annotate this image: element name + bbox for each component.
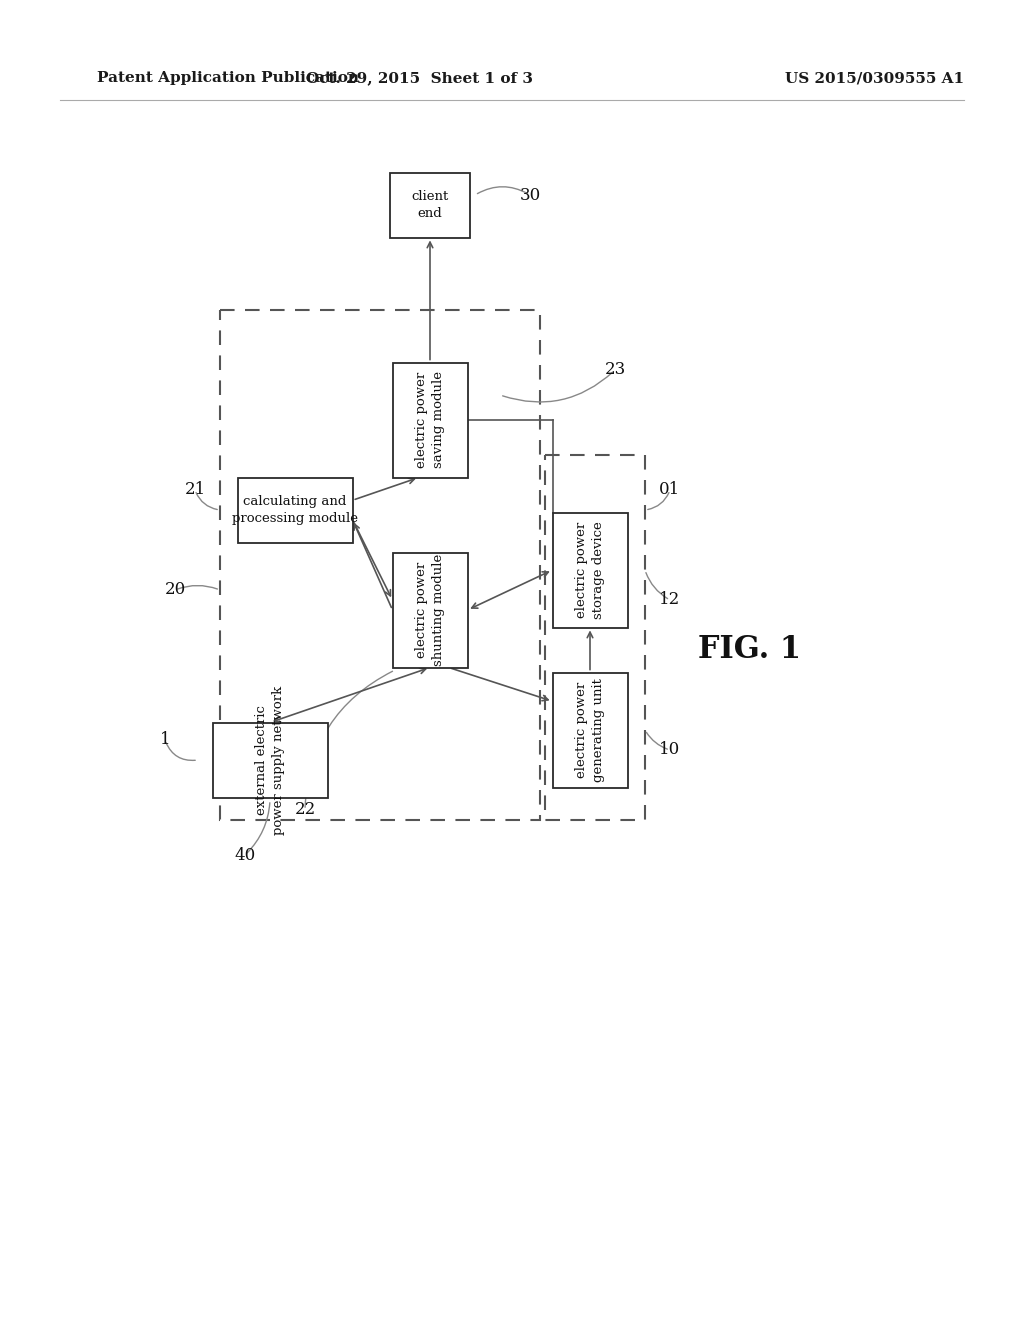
Bar [392, 553, 468, 668]
Text: US 2015/0309555 A1: US 2015/0309555 A1 [785, 71, 965, 84]
Text: 20: 20 [165, 582, 185, 598]
Text: Oct. 29, 2015  Sheet 1 of 3: Oct. 29, 2015 Sheet 1 of 3 [306, 71, 534, 84]
Bar [392, 363, 468, 478]
Text: client
end: client end [412, 190, 449, 220]
Text: 01: 01 [659, 482, 681, 499]
Bar [553, 672, 628, 788]
Text: external electric
power supply network: external electric power supply network [255, 685, 285, 834]
Text: 23: 23 [604, 362, 626, 379]
Bar [545, 455, 645, 820]
Text: electric power
shunting module: electric power shunting module [415, 554, 445, 667]
Text: FIG. 1: FIG. 1 [698, 635, 802, 665]
Text: 10: 10 [659, 742, 681, 759]
Text: Patent Application Publication: Patent Application Publication [97, 71, 359, 84]
Text: electric power
saving module: electric power saving module [415, 371, 445, 469]
Bar [220, 310, 540, 820]
Text: electric power
storage device: electric power storage device [575, 521, 605, 619]
Text: 22: 22 [294, 801, 315, 818]
Text: 30: 30 [519, 186, 541, 203]
Bar [390, 173, 470, 238]
Text: electric power
generating unit: electric power generating unit [575, 678, 605, 781]
Text: calculating and
processing module: calculating and processing module [232, 495, 358, 525]
Bar [213, 722, 328, 797]
Bar [238, 478, 352, 543]
Text: 12: 12 [659, 591, 681, 609]
Text: 40: 40 [234, 846, 256, 863]
Text: 1: 1 [160, 731, 170, 748]
Bar [553, 512, 628, 627]
Text: 21: 21 [184, 482, 206, 499]
